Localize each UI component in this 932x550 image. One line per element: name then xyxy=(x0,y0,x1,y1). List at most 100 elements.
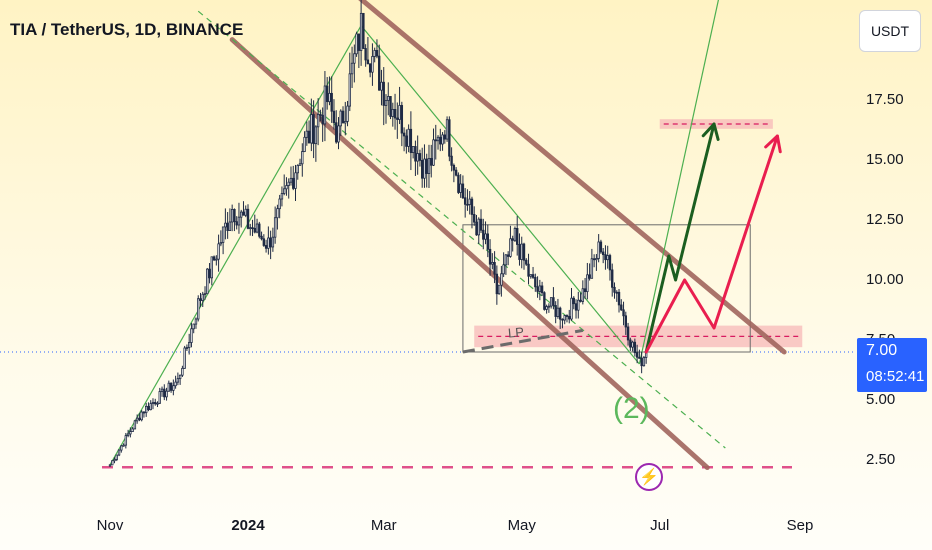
candle-body xyxy=(174,381,177,387)
candle-body xyxy=(389,96,392,117)
candle-body xyxy=(561,318,564,321)
candle-body xyxy=(368,63,372,73)
candle xyxy=(502,252,505,278)
candle-body xyxy=(278,198,281,210)
candle xyxy=(242,201,245,216)
candle xyxy=(518,233,521,266)
candle xyxy=(608,253,612,281)
candle xyxy=(427,144,431,188)
candle-body xyxy=(126,433,130,437)
candle xyxy=(475,214,478,236)
lightning-icon[interactable]: ⚡ xyxy=(635,463,663,491)
candle-body xyxy=(531,274,535,278)
x-tick-label: May xyxy=(507,517,536,534)
candle-body xyxy=(362,12,365,49)
candle xyxy=(371,43,374,86)
candle-body xyxy=(312,114,315,145)
candle-body xyxy=(473,214,476,223)
candle xyxy=(581,280,585,305)
candle xyxy=(212,255,216,262)
candle xyxy=(620,299,623,311)
candle xyxy=(169,382,173,393)
candle-body xyxy=(516,228,519,245)
candle xyxy=(158,387,161,404)
candle-body xyxy=(316,113,320,128)
candle-body xyxy=(475,221,478,236)
candle-body xyxy=(504,254,508,266)
candle-body xyxy=(165,390,168,398)
candle-body xyxy=(115,454,118,460)
candle-body xyxy=(509,238,512,257)
candle xyxy=(493,251,496,284)
candle xyxy=(588,263,591,281)
candle-body xyxy=(310,114,313,144)
candle xyxy=(221,226,225,255)
candle-body xyxy=(443,134,447,140)
candle xyxy=(228,208,232,232)
candle-body xyxy=(396,117,399,120)
candle xyxy=(454,167,458,177)
candle xyxy=(552,287,555,310)
candle xyxy=(187,333,191,355)
candle-body xyxy=(461,183,465,199)
candle xyxy=(341,106,345,124)
candle-body xyxy=(319,113,322,116)
candle-body xyxy=(380,81,383,91)
resistance-zone xyxy=(659,119,773,129)
candle-body xyxy=(635,352,639,358)
candle-body xyxy=(588,274,591,279)
candle-body xyxy=(624,315,627,328)
x-tick-label: Mar xyxy=(370,517,397,534)
candle-body xyxy=(303,136,306,152)
candle-body xyxy=(549,297,553,307)
candle-body xyxy=(276,208,279,219)
candle xyxy=(565,314,569,323)
lp-line xyxy=(462,328,584,354)
candle xyxy=(185,344,189,351)
candle xyxy=(294,164,297,201)
candle xyxy=(167,380,171,392)
candle xyxy=(348,52,351,112)
candle xyxy=(194,317,198,329)
candle xyxy=(316,98,320,146)
candle-body xyxy=(556,307,560,317)
candle xyxy=(525,258,528,266)
candle-body xyxy=(452,164,456,171)
candle xyxy=(373,47,376,63)
candle-body xyxy=(479,218,483,231)
candle-body xyxy=(280,193,284,200)
breakout-trend-line xyxy=(638,0,720,365)
candle-body xyxy=(595,258,598,261)
candle-body xyxy=(169,382,173,391)
candle xyxy=(568,309,571,324)
candle-body xyxy=(520,243,523,260)
candle-body xyxy=(441,134,444,145)
candle-body xyxy=(194,318,198,325)
candle-body xyxy=(534,277,537,288)
candle-body xyxy=(538,285,542,292)
candle-body xyxy=(296,165,299,174)
impulse-trend-line xyxy=(109,25,362,466)
candle-body xyxy=(262,238,266,246)
candle xyxy=(131,427,134,432)
candle-body xyxy=(601,251,605,256)
candle-body xyxy=(251,227,254,230)
candle-body xyxy=(581,288,585,302)
candle xyxy=(396,102,399,139)
candle xyxy=(516,216,519,256)
candle-body xyxy=(217,243,220,260)
currency-button[interactable]: USDT xyxy=(859,10,921,52)
candle-body xyxy=(120,445,123,451)
candle xyxy=(479,209,483,234)
candle xyxy=(129,427,132,438)
candle xyxy=(402,127,406,152)
candle-body xyxy=(108,464,112,467)
candle-body xyxy=(253,227,256,233)
candle xyxy=(378,44,381,91)
candle xyxy=(626,322,630,346)
candle xyxy=(561,318,564,329)
candle-body xyxy=(633,341,637,354)
candle xyxy=(574,299,578,319)
